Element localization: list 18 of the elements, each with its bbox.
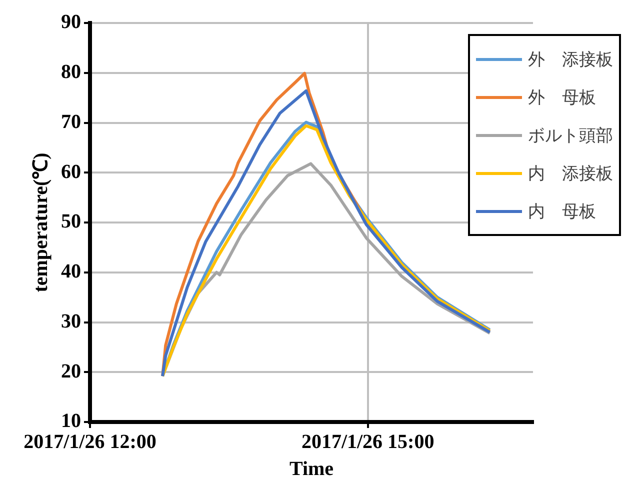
- x-tick-label: 2017/1/26 15:00: [301, 431, 434, 454]
- y-tick-label: 30: [61, 310, 81, 332]
- legend-label: ボルト頭部: [528, 124, 613, 146]
- y-axis-title: temperature(℃): [30, 152, 52, 292]
- y-tick-label: 90: [61, 11, 81, 34]
- legend-label: 外 母板: [528, 86, 596, 108]
- y-tick-label: 10: [61, 410, 81, 432]
- legend-label: 内 母板: [528, 200, 596, 222]
- legend-label: 内 添接板: [528, 162, 613, 184]
- legend-label: 外 添接板: [528, 48, 613, 70]
- x-tick-label: 2017/1/26 12:00: [24, 431, 156, 454]
- y-tick-label: 70: [61, 110, 81, 133]
- x-axis-title: Time: [289, 458, 334, 480]
- y-tick-label: 20: [61, 360, 81, 382]
- y-tick-label: 80: [61, 61, 81, 84]
- y-tick-label: 40: [61, 260, 81, 283]
- y-tick-label: 50: [61, 210, 81, 233]
- y-tick-label: 60: [61, 160, 81, 183]
